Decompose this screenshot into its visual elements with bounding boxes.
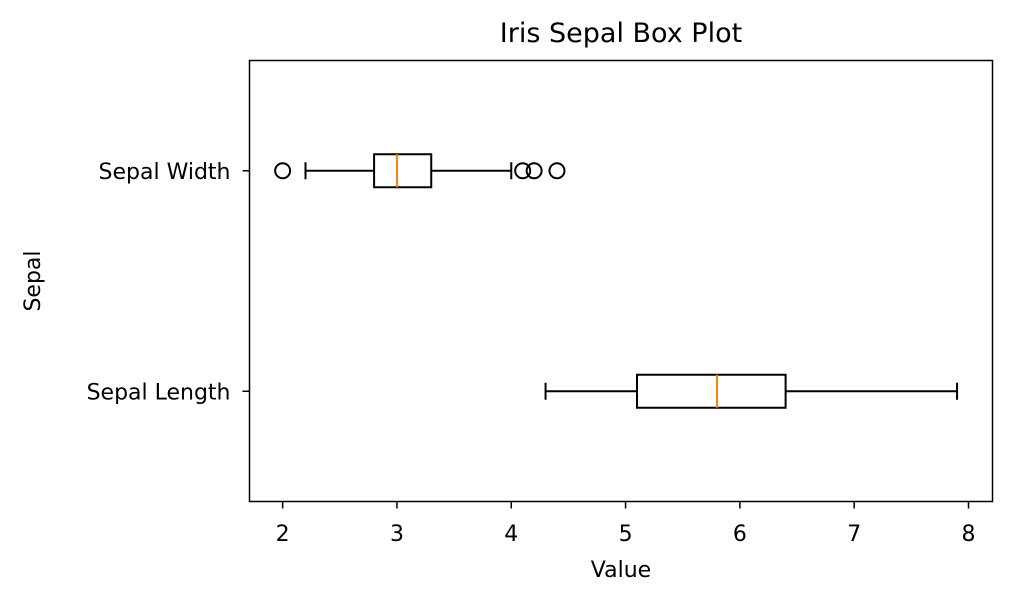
y-axis-label: Sepal <box>21 250 46 311</box>
x-tick-label-7: 7 <box>847 522 861 547</box>
x-axis-ticks: 2 3 4 5 6 7 8 <box>276 501 975 547</box>
axes-frame <box>248 59 994 503</box>
iqr-box-sepal-length <box>636 373 787 409</box>
y-axis-ticks: Sepal Length Sepal Width <box>87 160 250 405</box>
chart-title: Iris Sepal Box Plot <box>500 18 742 49</box>
iqr-box-sepal-width <box>373 153 433 189</box>
x-tick-label-5: 5 <box>619 522 633 547</box>
x-tick-label-2: 2 <box>276 522 290 547</box>
plot-area <box>274 153 959 409</box>
outlier-sepal-width-1 <box>514 162 532 180</box>
x-tick-label-4: 4 <box>504 522 518 547</box>
y-tick-label-sepal-width: Sepal Width <box>99 160 231 185</box>
x-axis-label: Value <box>591 558 651 583</box>
x-tick-label-8: 8 <box>961 522 975 547</box>
x-tick-label-6: 6 <box>733 522 747 547</box>
x-tick-label-3: 3 <box>390 522 404 547</box>
box-sepal-length <box>544 373 959 409</box>
outlier-sepal-width-3 <box>548 162 566 180</box>
outlier-sepal-width-2 <box>525 162 543 180</box>
outlier-sepal-width-0 <box>274 162 292 180</box>
box-sepal-width <box>274 153 566 189</box>
y-tick-label-sepal-length: Sepal Length <box>87 380 231 405</box>
